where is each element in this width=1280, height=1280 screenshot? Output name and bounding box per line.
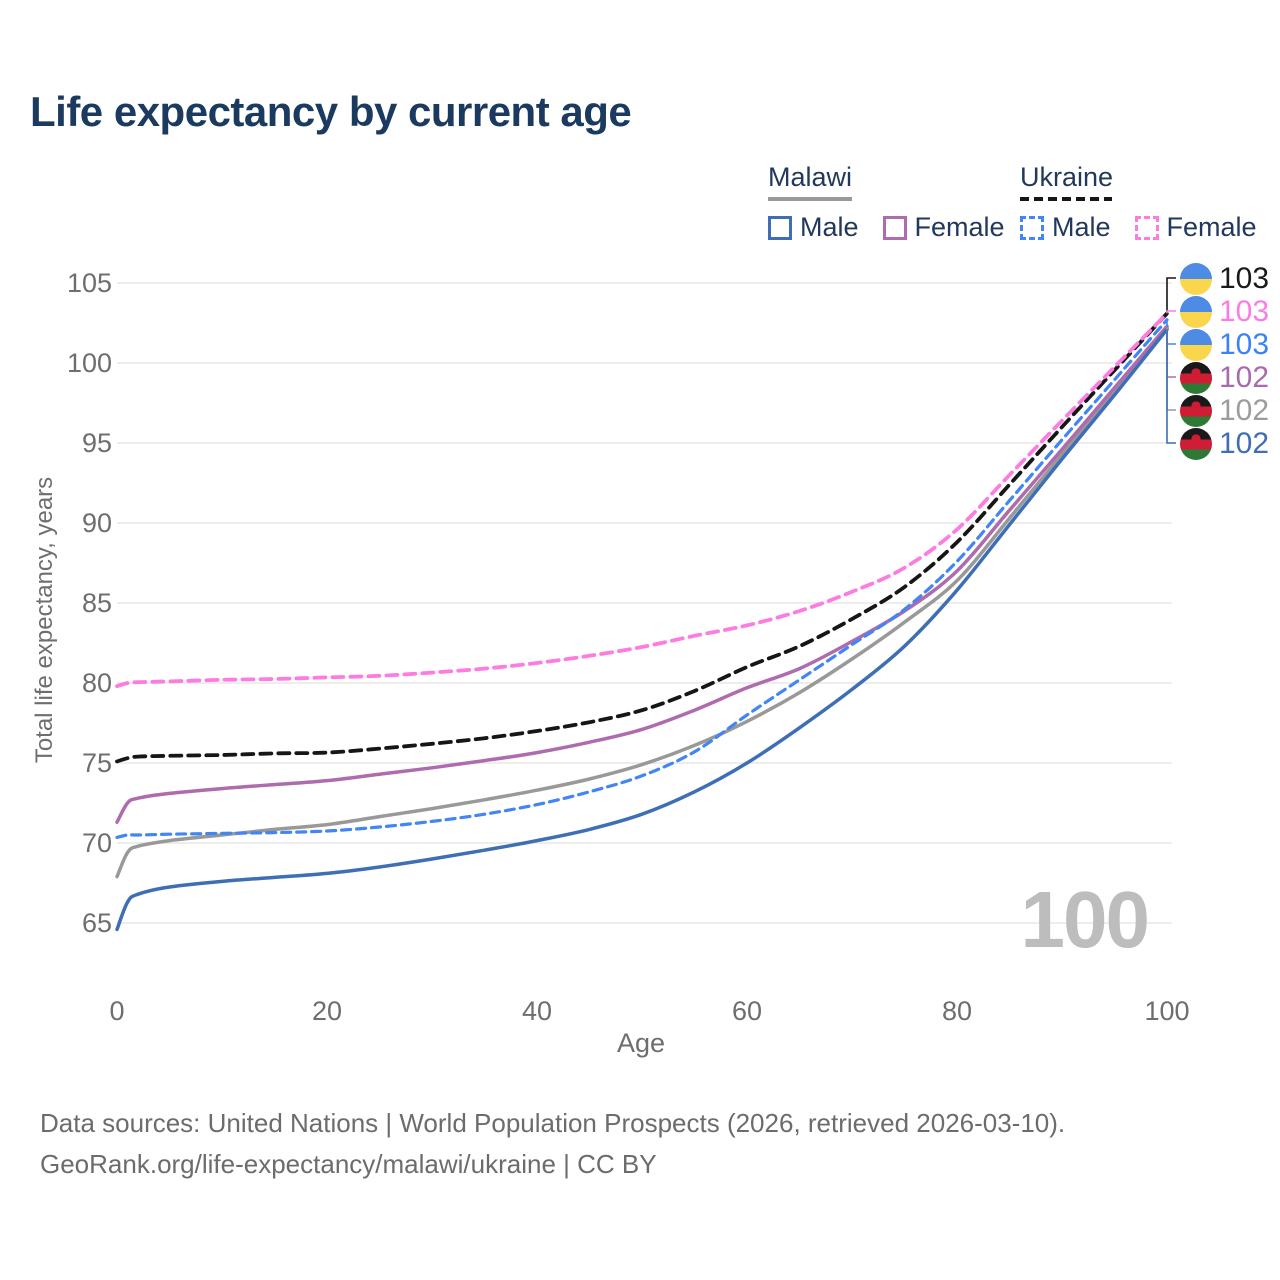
malawi-flag-icon	[1180, 394, 1212, 427]
leader-line-ukraine-female	[1166, 310, 1176, 314]
legend-item-ukraine-male[interactable]: Male	[1020, 212, 1111, 243]
legend-label: Male	[1052, 212, 1111, 242]
end-label-row-malawi-male: 102	[1180, 427, 1269, 460]
malawi-flag-icon	[1180, 427, 1212, 460]
end-label-row-malawi-total: 102	[1180, 394, 1269, 427]
legend-label: Female	[1166, 212, 1257, 242]
ukraine-flag-icon	[1180, 295, 1212, 328]
leader-line-malawi-male	[1166, 329, 1176, 444]
legend-item-malawi-female[interactable]: Female	[882, 212, 1005, 243]
end-value-label: 103	[1219, 262, 1270, 295]
x-tick-label-100: 100	[1144, 996, 1190, 1026]
page-title: Life expectancy by current age	[30, 88, 632, 135]
leader-line-malawi-female	[1166, 326, 1176, 378]
legend-item-malawi-male[interactable]: Male	[768, 212, 859, 243]
end-value-label: 103	[1219, 295, 1270, 328]
legend-label: Female	[914, 212, 1005, 242]
malawi-male-swatch-icon	[768, 215, 792, 240]
malawi-flag-icon	[1180, 361, 1212, 394]
y-tick-label-105: 105	[66, 268, 112, 298]
ukraine-male-swatch-icon	[1020, 215, 1044, 240]
leader-line-malawi-total	[1166, 327, 1176, 411]
x-tick-label-20: 20	[311, 996, 343, 1026]
y-tick-label-90: 90	[81, 508, 112, 538]
end-label-row-malawi-female: 102	[1180, 361, 1269, 394]
series-line-malawi-male[interactable]	[115, 327, 1169, 932]
y-tick-label-70: 70	[81, 828, 112, 858]
y-tick-label-95: 95	[81, 428, 112, 458]
age-watermark: 100	[1020, 875, 1150, 964]
ukraine-flag-icon	[1180, 328, 1212, 361]
data-sources-note: Data sources: United Nations | World Pop…	[40, 1108, 1066, 1138]
x-tick-label-0: 0	[109, 996, 125, 1026]
legend-group-ukraine: Ukraine Male Female	[1020, 162, 1257, 243]
end-value-label: 103	[1219, 328, 1270, 361]
x-tick-label-60: 60	[731, 996, 763, 1026]
y-tick-label-75: 75	[81, 748, 112, 778]
end-label-row-ukraine-total: 103	[1180, 262, 1269, 295]
series-line-malawi-female[interactable]	[115, 324, 1169, 824]
y-tick-label-65: 65	[81, 908, 112, 938]
end-value-label: 102	[1219, 394, 1270, 427]
legend-country-ukraine: Ukraine	[1020, 162, 1114, 192]
x-tick-label-80: 80	[941, 996, 973, 1026]
x-tick-label-40: 40	[521, 996, 553, 1026]
y-tick-label-80: 80	[81, 668, 112, 698]
leader-line-ukraine-male	[1166, 319, 1176, 345]
end-label-row-ukraine-male: 103	[1180, 328, 1269, 361]
leader-line-ukraine-total	[1166, 277, 1176, 314]
malawi-female-swatch-icon	[882, 215, 907, 240]
end-value-label: 102	[1219, 361, 1270, 394]
ukraine-female-swatch-icon	[1134, 215, 1159, 240]
end-label-row-ukraine-female: 103	[1180, 295, 1269, 328]
y-axis-title: Total life expectancy, years	[31, 476, 58, 764]
series-line-ukraine-total[interactable]	[115, 311, 1169, 764]
x-axis-title: Age	[616, 1028, 666, 1058]
ukraine-flag-icon	[1180, 262, 1212, 295]
series-line-ukraine-female[interactable]	[115, 311, 1169, 689]
series-line-ukraine-male[interactable]	[115, 318, 1169, 839]
legend-swatch-ukraine-line	[1020, 197, 1112, 201]
series-line-malawi-total[interactable]	[115, 326, 1169, 879]
legend-item-ukraine-female[interactable]: Female	[1134, 212, 1257, 243]
attribution-note: GeoRank.org/life-expectancy/malawi/ukrai…	[40, 1149, 657, 1179]
legend-group-malawi: Malawi Male Female	[768, 162, 1005, 243]
y-tick-label-100: 100	[66, 348, 112, 378]
legend-swatch-malawi-line	[768, 197, 852, 201]
legend-country-malawi: Malawi	[768, 162, 853, 192]
y-tick-label-85: 85	[81, 588, 112, 618]
end-value-label: 102	[1219, 427, 1270, 460]
legend-label: Male	[800, 212, 859, 242]
